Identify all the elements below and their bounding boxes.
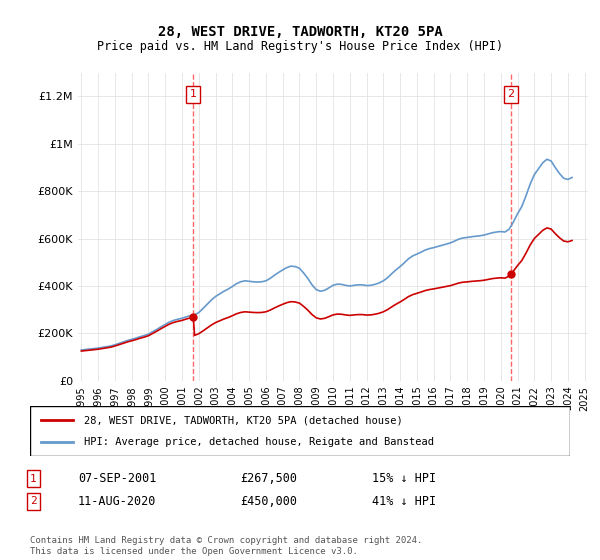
Text: 11-AUG-2020: 11-AUG-2020 [78,494,157,508]
Text: £450,000: £450,000 [240,494,297,508]
Text: 15% ↓ HPI: 15% ↓ HPI [372,472,436,486]
Text: Price paid vs. HM Land Registry's House Price Index (HPI): Price paid vs. HM Land Registry's House … [97,40,503,53]
FancyBboxPatch shape [30,406,570,456]
Text: 1: 1 [30,474,37,484]
Text: HPI: Average price, detached house, Reigate and Banstead: HPI: Average price, detached house, Reig… [84,437,434,447]
Text: 2: 2 [30,496,37,506]
Text: 1: 1 [190,90,197,99]
Text: £267,500: £267,500 [240,472,297,486]
Text: 07-SEP-2001: 07-SEP-2001 [78,472,157,486]
Text: 41% ↓ HPI: 41% ↓ HPI [372,494,436,508]
Text: 28, WEST DRIVE, TADWORTH, KT20 5PA (detached house): 28, WEST DRIVE, TADWORTH, KT20 5PA (deta… [84,415,403,425]
Text: 28, WEST DRIVE, TADWORTH, KT20 5PA: 28, WEST DRIVE, TADWORTH, KT20 5PA [158,25,442,39]
Text: 2: 2 [507,90,514,99]
Text: Contains HM Land Registry data © Crown copyright and database right 2024.
This d: Contains HM Land Registry data © Crown c… [30,536,422,556]
